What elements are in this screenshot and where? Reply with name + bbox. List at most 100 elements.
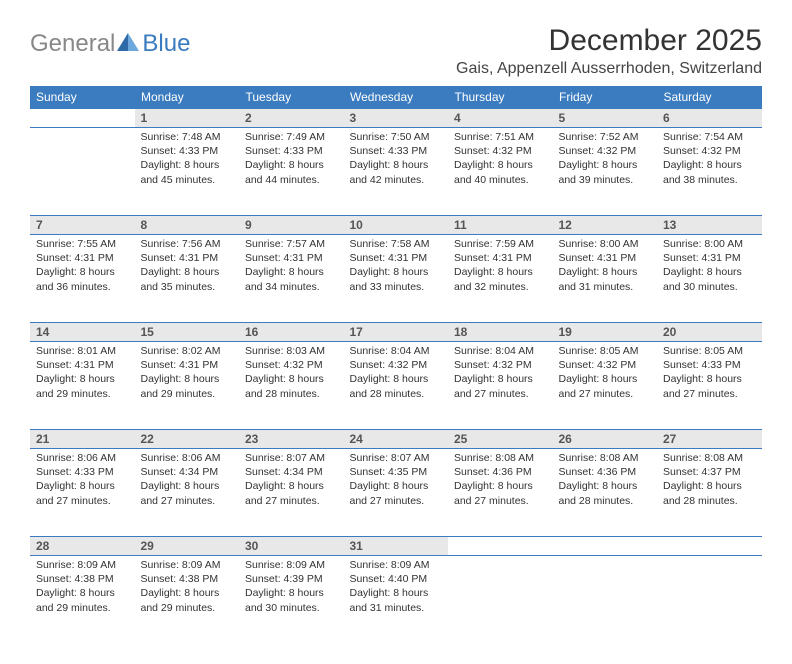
day-cell: Sunrise: 8:09 AMSunset: 4:38 PMDaylight:…: [30, 556, 135, 644]
sunrise-line: Sunrise: 7:58 AM: [350, 238, 430, 250]
day-number-row: 21222324252627: [30, 430, 762, 449]
day-info-text: Sunrise: 8:06 AMSunset: 4:34 PMDaylight:…: [141, 449, 234, 508]
day-cell: Sunrise: 7:52 AMSunset: 4:32 PMDaylight:…: [553, 128, 658, 216]
day-info-row: Sunrise: 8:09 AMSunset: 4:38 PMDaylight:…: [30, 556, 762, 644]
day-number-cell: 1: [135, 109, 240, 128]
daylight-line: Daylight: 8 hours and 38 minutes.: [663, 159, 742, 185]
day-number-cell: 20: [657, 323, 762, 342]
daylight-line: Daylight: 8 hours and 27 minutes.: [36, 480, 115, 506]
sunrise-line: Sunrise: 8:04 AM: [454, 345, 534, 357]
sunset-line: Sunset: 4:32 PM: [559, 145, 637, 157]
daylight-line: Daylight: 8 hours and 40 minutes.: [454, 159, 533, 185]
sunset-line: Sunset: 4:33 PM: [350, 145, 428, 157]
day-number-cell: 24: [344, 430, 449, 449]
day-info-text: Sunrise: 7:55 AMSunset: 4:31 PMDaylight:…: [36, 235, 129, 294]
sunset-line: Sunset: 4:31 PM: [245, 252, 323, 264]
sunset-line: Sunset: 4:32 PM: [454, 145, 532, 157]
day-number-cell: 15: [135, 323, 240, 342]
day-cell: Sunrise: 8:08 AMSunset: 4:36 PMDaylight:…: [448, 449, 553, 537]
day-number-cell: 4: [448, 109, 553, 128]
daylight-line: Daylight: 8 hours and 42 minutes.: [350, 159, 429, 185]
day-header: Friday: [553, 86, 658, 109]
day-number-cell: 9: [239, 216, 344, 235]
day-cell: Sunrise: 8:04 AMSunset: 4:32 PMDaylight:…: [344, 342, 449, 430]
day-number-cell: [553, 537, 658, 556]
day-cell: Sunrise: 8:07 AMSunset: 4:35 PMDaylight:…: [344, 449, 449, 537]
day-cell: Sunrise: 8:09 AMSunset: 4:40 PMDaylight:…: [344, 556, 449, 644]
calendar-page: General Blue December 2025 Gais, Appenze…: [0, 0, 792, 664]
sunrise-line: Sunrise: 7:59 AM: [454, 238, 534, 250]
daylight-line: Daylight: 8 hours and 28 minutes.: [559, 480, 638, 506]
day-cell: Sunrise: 7:56 AMSunset: 4:31 PMDaylight:…: [135, 235, 240, 323]
day-cell: Sunrise: 7:54 AMSunset: 4:32 PMDaylight:…: [657, 128, 762, 216]
day-cell: [30, 128, 135, 216]
day-number-cell: 29: [135, 537, 240, 556]
sunrise-line: Sunrise: 8:09 AM: [350, 559, 430, 571]
day-cell: Sunrise: 7:49 AMSunset: 4:33 PMDaylight:…: [239, 128, 344, 216]
sunset-line: Sunset: 4:31 PM: [454, 252, 532, 264]
day-number-cell: 27: [657, 430, 762, 449]
sunrise-line: Sunrise: 8:00 AM: [559, 238, 639, 250]
day-cell: Sunrise: 8:09 AMSunset: 4:38 PMDaylight:…: [135, 556, 240, 644]
day-number-cell: 17: [344, 323, 449, 342]
day-info-text: Sunrise: 8:09 AMSunset: 4:40 PMDaylight:…: [350, 556, 443, 615]
day-cell: Sunrise: 8:06 AMSunset: 4:33 PMDaylight:…: [30, 449, 135, 537]
daylight-line: Daylight: 8 hours and 28 minutes.: [245, 373, 324, 399]
day-info-text: Sunrise: 8:02 AMSunset: 4:31 PMDaylight:…: [141, 342, 234, 401]
day-info-text: Sunrise: 8:08 AMSunset: 4:36 PMDaylight:…: [454, 449, 547, 508]
sunset-line: Sunset: 4:32 PM: [663, 145, 741, 157]
day-info-text: Sunrise: 7:59 AM Sunset: 4:31 PM Daylight:…: [454, 235, 547, 294]
day-cell: Sunrise: 8:05 AMSunset: 4:32 PMDaylight:…: [553, 342, 658, 430]
sunrise-line: Sunrise: 8:02 AM: [141, 345, 221, 357]
logo: General Blue: [30, 30, 190, 58]
sunrise-line: Sunrise: 8:05 AM: [663, 345, 743, 357]
sunset-line: Sunset: 4:37 PM: [663, 466, 741, 478]
day-number-cell: 7: [30, 216, 135, 235]
sunrise-line: Sunrise: 8:08 AM: [663, 452, 743, 464]
sunrise-line: Sunrise: 7:52 AM: [559, 131, 639, 143]
title-block: December 2025 Gais, Appenzell Ausserrhod…: [456, 24, 762, 78]
day-cell: Sunrise: 7:50 AMSunset: 4:33 PMDaylight:…: [344, 128, 449, 216]
daylight-line: Daylight: 8 hours and 27 minutes.: [141, 480, 220, 506]
day-cell: Sunrise: 8:08 AMSunset: 4:37 PMDaylight:…: [657, 449, 762, 537]
day-info-text: Sunrise: 7:48 AMSunset: 4:33 PMDaylight:…: [141, 128, 234, 187]
day-header-row: Sunday Monday Tuesday Wednesday Thursday…: [30, 86, 762, 109]
day-info-text: Sunrise: 7:54 AMSunset: 4:32 PMDaylight:…: [663, 128, 756, 187]
month-title: December 2025: [456, 24, 762, 58]
daylight-line: Daylight: 8 hours and 29 minutes.: [36, 373, 115, 399]
location: Gais, Appenzell Ausserrhoden, Switzerlan…: [456, 60, 762, 78]
daylight-line: Daylight: 8 hours and 32 minutes.: [454, 266, 533, 292]
sunrise-line: Sunrise: 8:09 AM: [36, 559, 116, 571]
day-number-cell: 2: [239, 109, 344, 128]
day-info-text: Sunrise: 8:00 AMSunset: 4:31 PMDaylight:…: [559, 235, 652, 294]
day-cell: Sunrise: 7:59 AM Sunset: 4:31 PM Daylight:…: [448, 235, 553, 323]
sunset-line: Sunset: 4:34 PM: [141, 466, 219, 478]
daylight-line: Daylight: 8 hours and 27 minutes.: [245, 480, 324, 506]
sunset-line: Sunset: 4:31 PM: [350, 252, 428, 264]
day-number-cell: 10: [344, 216, 449, 235]
day-number-cell: 21: [30, 430, 135, 449]
day-info-row: Sunrise: 7:48 AMSunset: 4:33 PMDaylight:…: [30, 128, 762, 216]
day-info-text: Sunrise: 8:07 AMSunset: 4:35 PMDaylight:…: [350, 449, 443, 508]
day-info-row: Sunrise: 8:06 AMSunset: 4:33 PMDaylight:…: [30, 449, 762, 537]
sunrise-line: Sunrise: 8:00 AM: [663, 238, 743, 250]
day-cell: [553, 556, 658, 644]
sunset-line: Sunset: 4:33 PM: [245, 145, 323, 157]
day-number-cell: 6: [657, 109, 762, 128]
day-number-row: 78910111213: [30, 216, 762, 235]
sunset-line: Sunset: 4:36 PM: [559, 466, 637, 478]
day-number-cell: [30, 109, 135, 128]
day-cell: Sunrise: 8:06 AMSunset: 4:34 PMDaylight:…: [135, 449, 240, 537]
day-cell: Sunrise: 7:55 AMSunset: 4:31 PMDaylight:…: [30, 235, 135, 323]
sunset-line: Sunset: 4:32 PM: [350, 359, 428, 371]
daylight-line: Daylight: 8 hours and 28 minutes.: [350, 373, 429, 399]
day-info-text: Sunrise: 8:08 AMSunset: 4:36 PMDaylight:…: [559, 449, 652, 508]
daylight-line: Daylight: 8 hours and 31 minutes.: [350, 587, 429, 613]
sunset-line: Sunset: 4:33 PM: [141, 145, 219, 157]
day-cell: Sunrise: 7:51 AMSunset: 4:32 PMDaylight:…: [448, 128, 553, 216]
day-info-text: Sunrise: 8:09 AMSunset: 4:38 PMDaylight:…: [36, 556, 129, 615]
day-number-row: 28293031: [30, 537, 762, 556]
sunset-line: Sunset: 4:32 PM: [245, 359, 323, 371]
day-info-text: Sunrise: 7:49 AMSunset: 4:33 PMDaylight:…: [245, 128, 338, 187]
calendar-table: Sunday Monday Tuesday Wednesday Thursday…: [30, 86, 762, 644]
